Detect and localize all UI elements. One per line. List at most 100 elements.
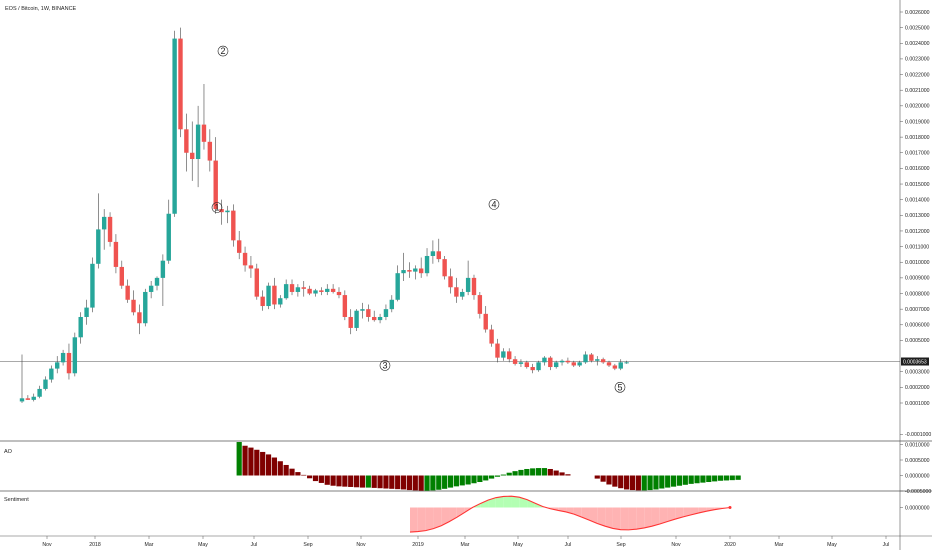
candle	[471, 274, 477, 300]
candle-body	[595, 359, 600, 361]
time-tick-label: Jul	[565, 542, 572, 548]
wave-label-text: 1	[214, 203, 219, 213]
candle-body	[125, 285, 130, 300]
ao-bar	[653, 475, 659, 490]
sentiment-fill-segment	[620, 507, 629, 530]
ao-bar	[406, 475, 413, 491]
time-tick-label: Jul	[251, 542, 258, 548]
sentiment-fill-segment	[659, 507, 668, 524]
ao-bar	[307, 475, 313, 479]
ao-bar	[500, 474, 506, 476]
candle	[430, 240, 436, 264]
price-tick: 0.0001000	[900, 401, 930, 407]
ao-tick-label: 0.0010000	[905, 442, 930, 448]
candle	[154, 276, 160, 291]
candle	[536, 360, 541, 372]
time-tick: Nov	[42, 536, 52, 548]
ao-axis[interactable]: 0.0010000 0.0005000 0.0000000 -0.0005000	[900, 442, 931, 495]
candle-body	[172, 38, 177, 214]
candle	[418, 257, 424, 278]
candle-body	[325, 288, 330, 292]
ao-bar	[424, 475, 430, 491]
candle-body	[348, 316, 353, 328]
time-tick-label: 2018	[89, 542, 101, 548]
price-tick-label: 0.0006000	[905, 323, 930, 329]
candle	[78, 312, 83, 344]
candle-body	[84, 307, 89, 317]
candle	[254, 263, 259, 300]
sentiment-curve	[409, 495, 732, 533]
time-tick-label: Mar	[775, 542, 784, 548]
candle	[565, 357, 571, 364]
sentiment-axis[interactable]: 0.0000000	[900, 505, 930, 511]
wave-label: 4	[488, 199, 500, 210]
candle-body	[213, 160, 218, 210]
candle	[248, 255, 254, 278]
ao-tick: -0.0005000	[900, 489, 931, 495]
time-axis[interactable]: Nov 2018 Mar May Jul Sep Nov 2019 Mar May Jul Sep No…	[42, 536, 889, 548]
price-tick: 0.0023000	[900, 57, 930, 63]
candle-body	[424, 255, 430, 274]
candle-body	[401, 270, 406, 274]
ao-bar	[494, 475, 501, 477]
ao-bar	[682, 475, 688, 485]
candle-body	[354, 310, 359, 328]
sentiment-fill-segment	[558, 507, 567, 512]
candle-body	[583, 354, 588, 363]
candle-body	[471, 277, 477, 296]
price-tick-label: 0.0016000	[905, 166, 930, 172]
price-tick-label: 0.0020000	[905, 104, 930, 110]
candle-body	[101, 216, 107, 230]
sentiment-fill-segment	[675, 507, 684, 520]
price-axis[interactable]: 0.0026000 0.0025000 0.0024000 0.0023000 0.00…	[900, 10, 931, 438]
ao-bar	[600, 475, 606, 482]
ao-bar	[723, 475, 729, 481]
price-tick: 0.0007000	[900, 307, 930, 313]
candle	[313, 288, 318, 297]
candle-body	[448, 276, 453, 288]
ao-tick: 0.0010000	[900, 442, 930, 448]
price-tick-label: 0.0003000	[905, 370, 930, 376]
candle-body	[571, 362, 576, 366]
candle	[354, 309, 359, 332]
candle-body	[113, 241, 119, 267]
candle-body	[107, 216, 113, 242]
time-tick-label: Nov	[671, 542, 681, 548]
candle-body	[219, 209, 224, 213]
ao-bar	[318, 475, 324, 483]
candle-body	[242, 252, 248, 266]
ao-bar	[365, 475, 371, 488]
time-tick-label: 2019	[412, 542, 424, 548]
ao-bar	[377, 475, 383, 489]
ao-bar	[618, 475, 624, 489]
price-tick: 0.0017000	[900, 151, 930, 157]
ao-bar	[717, 475, 724, 481]
price-pane[interactable]: 1 2 3 4 5	[0, 27, 900, 403]
price-tick-label: 0.0021000	[905, 88, 930, 94]
ao-bar	[436, 475, 442, 490]
price-tick: 0.0008000	[900, 291, 930, 297]
candle-body	[119, 266, 124, 286]
price-tick: 0.0013000	[900, 213, 930, 219]
wave-label: 2	[217, 45, 229, 57]
ao-bar	[706, 475, 712, 483]
price-tick-label: 0.0023000	[905, 57, 930, 63]
ao-tick-label: 0.0005000	[905, 458, 930, 464]
ao-bar	[289, 468, 295, 476]
price-tick: 0.0020000	[900, 104, 930, 110]
ao-bar	[647, 475, 653, 491]
candle-body	[60, 352, 66, 363]
candle	[530, 363, 535, 374]
ao-bar	[489, 475, 495, 479]
ao-bar	[271, 457, 278, 476]
candle-body	[553, 362, 559, 368]
candle	[401, 252, 406, 282]
candle-body	[465, 277, 471, 292]
candle	[260, 290, 265, 311]
candle-body	[507, 351, 512, 360]
candle	[583, 351, 588, 364]
ao-bar	[735, 475, 741, 480]
price-tick: 0.0016000	[900, 166, 930, 172]
candle	[266, 282, 271, 310]
